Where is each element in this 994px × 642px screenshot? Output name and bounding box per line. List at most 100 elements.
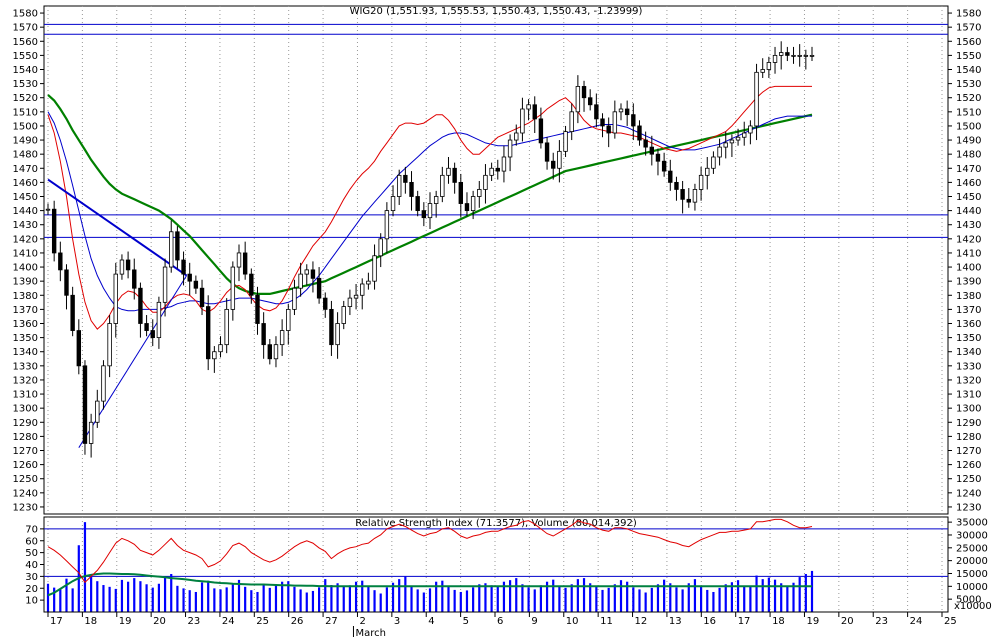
candle-body — [483, 174, 488, 190]
candle-body — [748, 125, 753, 134]
candle-body — [95, 400, 100, 423]
candle-body — [606, 125, 611, 134]
short-moving-average-line — [47, 85, 812, 330]
y-tick-label-right: 1320 — [956, 375, 981, 386]
candle-body — [230, 266, 236, 310]
y-tick-label-left: 1330 — [13, 361, 38, 372]
candle-body — [119, 259, 125, 275]
y-tick-label-left: 1540 — [13, 65, 38, 76]
rsi-line — [47, 518, 813, 584]
rsi-tick-label: 10 — [25, 596, 38, 607]
x-tick-label: 20 — [153, 616, 166, 627]
candle-body — [477, 189, 482, 197]
rsi-tick-label: 70 — [25, 524, 38, 535]
x-tick-label: 19 — [806, 616, 819, 627]
y-tick-label-right: 1280 — [956, 432, 981, 443]
candle-body — [723, 142, 728, 148]
x-tick-label: 17 — [50, 616, 63, 627]
y-tick-label-right: 1330 — [956, 361, 981, 372]
y-tick-label-left: 1480 — [13, 150, 38, 161]
candle-body — [113, 273, 118, 324]
volume-unit-label: x10000 — [954, 601, 992, 612]
y-tick-label-left: 1440 — [13, 206, 38, 217]
y-tick-label-right: 1350 — [956, 333, 981, 344]
candle-body — [175, 231, 180, 261]
y-tick-label-left: 1250 — [13, 474, 38, 485]
y-tick-label-right: 1540 — [956, 65, 981, 76]
candle-body — [686, 198, 691, 203]
candle-body — [199, 287, 205, 307]
x-tick-label: 25 — [944, 616, 957, 627]
candle-body — [427, 203, 433, 219]
candle-body — [452, 167, 457, 183]
candle-body — [501, 156, 507, 172]
candle-body — [70, 294, 75, 331]
candle-body — [440, 174, 445, 197]
y-tick-label-right: 1340 — [956, 347, 981, 358]
x-tick-label: 27 — [325, 616, 338, 627]
x-tick-label: 2 — [359, 616, 365, 627]
volume-tick-label: 35000 — [956, 518, 988, 529]
candle-body — [205, 306, 211, 360]
y-tick-label-right: 1460 — [956, 178, 981, 189]
x-tick-label: 18 — [772, 616, 785, 627]
y-tick-label-right: 1380 — [956, 291, 981, 302]
candle-body — [212, 351, 217, 360]
candle-body — [261, 323, 266, 346]
y-tick-label-left: 1290 — [13, 418, 38, 429]
candle-body — [526, 104, 531, 110]
y-tick-label-left: 1360 — [13, 319, 38, 330]
candle-body — [138, 287, 143, 324]
y-tick-label-right: 1410 — [956, 248, 981, 259]
long-moving-average-line — [47, 94, 813, 295]
x-tick-label: 23 — [875, 616, 888, 627]
x-tick-label: 23 — [188, 616, 201, 627]
candle-body — [569, 111, 574, 132]
price-chart-title: WIG20 (1,551.93, 1,555.53, 1,550.43, 1,5… — [350, 6, 643, 17]
candle-body — [396, 174, 402, 197]
y-tick-label-left: 1380 — [13, 291, 38, 302]
candle-body — [514, 132, 519, 141]
candle-body — [433, 196, 439, 204]
candle-body — [587, 97, 593, 106]
candle-body — [803, 54, 809, 57]
y-tick-label-right: 1510 — [956, 107, 981, 118]
candle-body — [187, 273, 192, 282]
y-tick-label-right: 1370 — [956, 305, 981, 316]
candle-body — [403, 174, 408, 183]
y-tick-label-right: 1450 — [956, 192, 981, 203]
candle-body — [323, 297, 328, 310]
candle-body — [581, 86, 587, 99]
candle-body — [668, 170, 673, 183]
x-tick-label: 10 — [566, 616, 579, 627]
candle-body — [236, 252, 242, 268]
candle-body — [532, 104, 537, 120]
candle-body — [742, 132, 747, 138]
y-tick-label-right: 1520 — [956, 93, 981, 104]
y-tick-label-right: 1310 — [956, 390, 981, 401]
candle-body — [655, 153, 661, 162]
y-tick-label-right: 1570 — [956, 23, 981, 34]
candle-body — [624, 108, 630, 116]
candle-body — [446, 167, 451, 176]
y-tick-label-left: 1310 — [13, 390, 38, 401]
candle-body — [125, 259, 131, 271]
candle-body — [766, 62, 772, 70]
x-tick-label: 25 — [256, 616, 269, 627]
candle-body — [760, 69, 765, 73]
x-tick-label: 20 — [841, 616, 854, 627]
candle-body — [51, 208, 57, 254]
price-panel-frame — [43, 5, 949, 515]
candle-body — [107, 323, 112, 367]
candle-body — [778, 52, 784, 56]
y-tick-label-right: 1260 — [956, 460, 981, 471]
candle-body — [520, 108, 525, 134]
y-tick-label-right: 1480 — [956, 150, 981, 161]
candle-body — [563, 131, 568, 152]
y-tick-label-left: 1400 — [13, 263, 38, 274]
y-tick-label-left: 1500 — [13, 121, 38, 132]
x-tick-label: 4 — [428, 616, 434, 627]
y-tick-label-left: 1300 — [13, 404, 38, 415]
candle-body — [144, 323, 149, 331]
